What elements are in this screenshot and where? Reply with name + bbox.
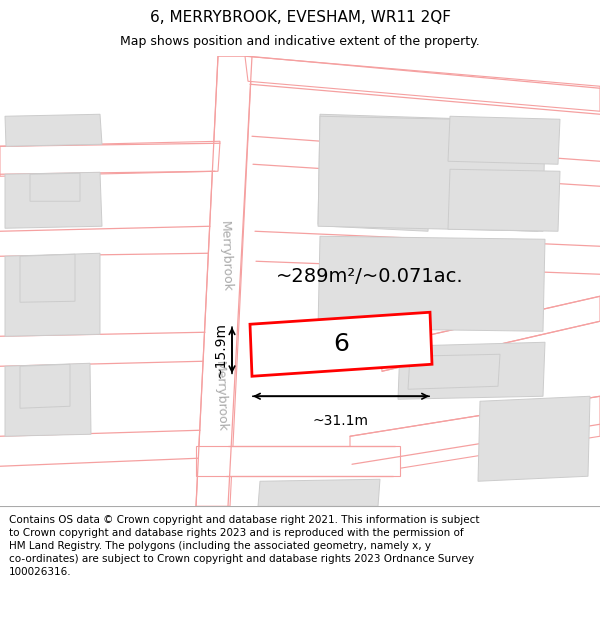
Text: Merrybrook: Merrybrook: [212, 361, 228, 432]
Polygon shape: [328, 246, 450, 301]
Polygon shape: [245, 56, 600, 111]
Polygon shape: [380, 296, 600, 371]
Polygon shape: [258, 479, 380, 506]
Polygon shape: [318, 236, 545, 331]
Polygon shape: [328, 121, 450, 186]
Text: Map shows position and indicative extent of the property.: Map shows position and indicative extent…: [120, 35, 480, 48]
Polygon shape: [318, 116, 545, 231]
Polygon shape: [398, 342, 545, 399]
Polygon shape: [448, 116, 560, 164]
Polygon shape: [196, 56, 252, 506]
Text: Merrybrook: Merrybrook: [217, 221, 233, 292]
Text: Contains OS data © Crown copyright and database right 2021. This information is : Contains OS data © Crown copyright and d…: [9, 514, 479, 578]
Polygon shape: [20, 364, 70, 408]
Polygon shape: [318, 114, 540, 231]
Polygon shape: [0, 141, 220, 176]
Polygon shape: [30, 173, 80, 201]
Polygon shape: [350, 396, 600, 476]
Text: ~289m²/~0.071ac.: ~289m²/~0.071ac.: [276, 267, 464, 286]
Polygon shape: [5, 363, 91, 436]
Polygon shape: [328, 126, 450, 191]
Polygon shape: [5, 114, 102, 146]
Polygon shape: [196, 446, 400, 476]
Text: 6: 6: [333, 332, 349, 356]
Text: ~31.1m: ~31.1m: [313, 414, 369, 428]
Polygon shape: [408, 354, 500, 389]
Polygon shape: [5, 173, 102, 228]
Text: ~15.9m: ~15.9m: [213, 322, 227, 378]
Polygon shape: [478, 396, 590, 481]
Polygon shape: [20, 254, 75, 302]
Text: 6, MERRYBROOK, EVESHAM, WR11 2QF: 6, MERRYBROOK, EVESHAM, WR11 2QF: [149, 10, 451, 25]
Polygon shape: [250, 312, 432, 376]
Polygon shape: [5, 253, 100, 336]
Polygon shape: [448, 169, 560, 231]
Polygon shape: [328, 186, 430, 231]
